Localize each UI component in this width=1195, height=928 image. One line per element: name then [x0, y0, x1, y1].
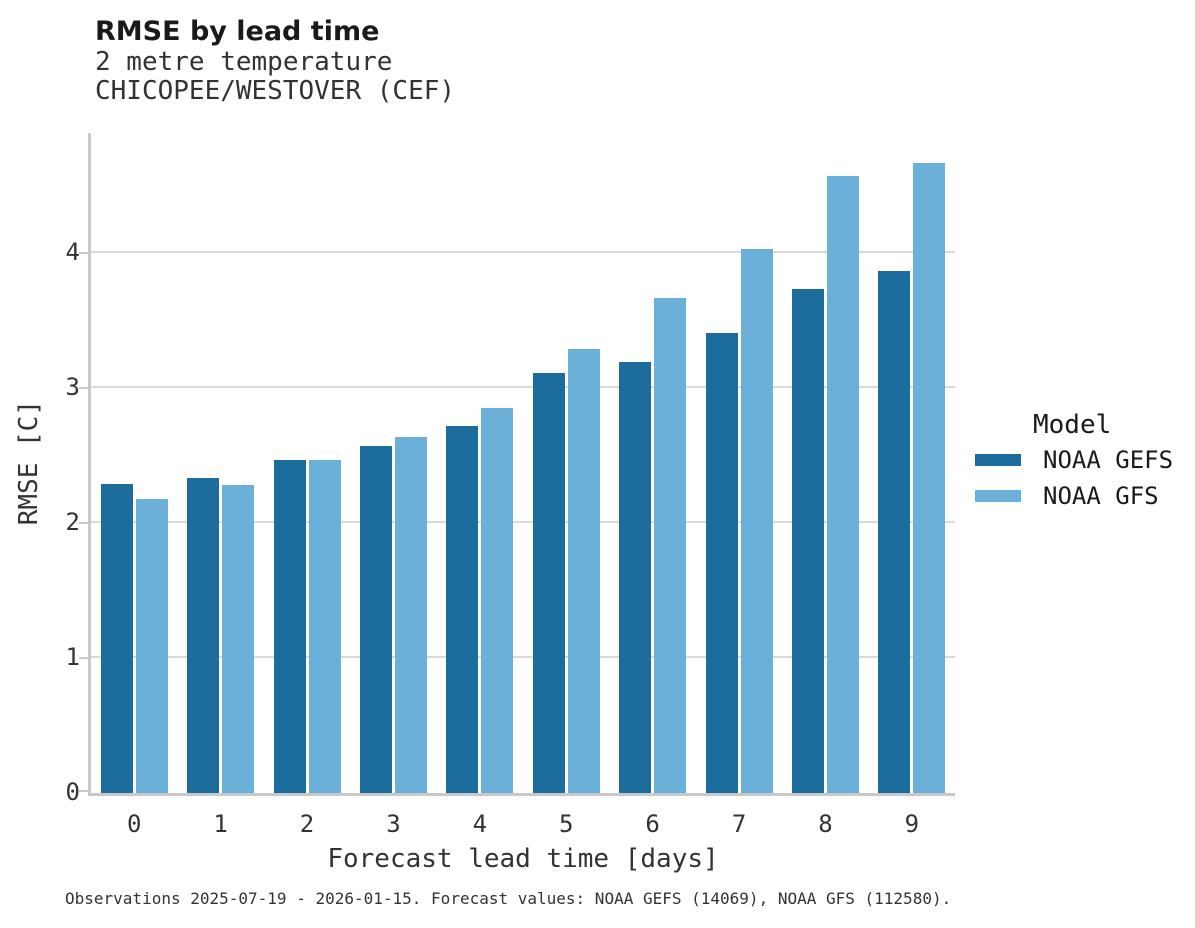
- y-tick-label-0: 0: [65, 778, 80, 806]
- bar-noaa-gefs-day-7: [705, 333, 738, 793]
- x-tick-label-6: 6: [645, 810, 660, 838]
- gridline-y-1: [91, 656, 955, 658]
- legend-title: Model: [1033, 410, 1112, 440]
- bar-group-day-8: [782, 133, 868, 793]
- chart-subtitle-station: CHICOPEE/WESTOVER (CEF): [95, 75, 456, 106]
- bar-noaa-gefs-day-9: [878, 271, 911, 793]
- bar-noaa-gefs-day-2: [273, 460, 306, 793]
- bar-group-day-0: [91, 133, 177, 793]
- legend-swatch-noaa-gfs: [975, 490, 1021, 502]
- y-axis-tick-labels: 0 1 2 3 4: [30, 133, 80, 806]
- y-tick-label-2: 2: [65, 508, 80, 536]
- bar-noaa-gfs-day-7: [740, 249, 773, 793]
- y-tickmark-3: [79, 387, 88, 389]
- bar-noaa-gefs-day-6: [619, 362, 652, 793]
- gridline-y-2: [91, 521, 955, 523]
- bars-container: [91, 133, 955, 793]
- x-tick-label-9: 9: [904, 810, 920, 838]
- bar-noaa-gefs-day-1: [187, 478, 220, 793]
- y-tickmark-4: [79, 252, 88, 254]
- gridline-y-4: [91, 251, 955, 253]
- bar-noaa-gfs-day-5: [567, 349, 600, 793]
- x-axis-tick-labels: 0 1 2 3 4 5 6 7 8 9: [91, 810, 955, 838]
- bar-group-day-9: [869, 133, 955, 793]
- y-tickmark-2: [79, 522, 88, 524]
- legend-row-1: NOAA GFS: [975, 482, 1195, 510]
- y-axis-line: [88, 133, 91, 796]
- x-tick-label-7: 7: [731, 810, 747, 838]
- bar-noaa-gfs-day-4: [481, 408, 514, 793]
- bar-noaa-gfs-day-0: [135, 499, 168, 793]
- x-axis-line: [88, 793, 955, 796]
- bar-noaa-gefs-day-5: [532, 373, 565, 793]
- bar-group-day-5: [523, 133, 609, 793]
- x-tick-label-0: 0: [126, 810, 142, 838]
- bar-noaa-gefs-day-8: [791, 289, 824, 793]
- bar-noaa-gefs-day-3: [359, 446, 392, 793]
- legend-swatch-noaa-gefs: [975, 454, 1021, 466]
- x-axis-title: Forecast lead time [days]: [327, 844, 719, 874]
- legend-row-0: NOAA GEFS: [975, 446, 1195, 474]
- plot-area: [79, 133, 955, 796]
- footer-caption: Observations 2025-07-19 - 2026-01-15. Fo…: [65, 889, 952, 908]
- x-tick-label-8: 8: [818, 810, 833, 838]
- y-tick-label-3: 3: [65, 373, 80, 401]
- bar-noaa-gfs-day-8: [826, 176, 859, 793]
- bar-noaa-gefs-day-4: [446, 426, 479, 793]
- legend-entries: NOAA GEFS NOAA GFS: [975, 446, 1195, 510]
- bar-group-day-1: [177, 133, 263, 793]
- x-tick-label-1: 1: [213, 810, 228, 838]
- gridline-y-3: [91, 386, 955, 388]
- bar-group-day-4: [437, 133, 523, 793]
- title-block: RMSE by lead time 2 metre temperature CH…: [95, 16, 455, 105]
- y-tick-label-4: 4: [65, 238, 80, 266]
- x-tick-label-4: 4: [472, 810, 488, 838]
- legend-label-noaa-gefs: NOAA GEFS: [1043, 446, 1174, 474]
- y-tickmark-0: [79, 790, 88, 792]
- bar-group-day-2: [264, 133, 350, 793]
- y-tick-label-1: 1: [65, 643, 80, 671]
- chart-subtitle-variable: 2 metre temperature: [95, 47, 393, 77]
- bar-group-day-7: [696, 133, 782, 793]
- legend-label-noaa-gfs: NOAA GFS: [1043, 482, 1159, 510]
- bar-noaa-gfs-day-2: [308, 460, 341, 793]
- bar-group-day-3: [350, 133, 436, 793]
- chart-title: RMSE by lead time: [95, 16, 380, 47]
- bar-noaa-gfs-day-6: [654, 298, 687, 793]
- y-tickmark-1: [79, 657, 88, 659]
- legend: Model NOAA GEFS NOAA GFS: [975, 410, 1195, 520]
- bar-noaa-gfs-day-3: [394, 437, 427, 793]
- x-tick-label-5: 5: [559, 810, 574, 838]
- x-tick-label-2: 2: [299, 810, 315, 838]
- bar-noaa-gfs-day-1: [222, 485, 255, 793]
- bar-group-day-6: [609, 133, 695, 793]
- x-tick-label-3: 3: [386, 810, 401, 838]
- bar-noaa-gefs-day-0: [100, 484, 133, 793]
- bar-noaa-gfs-day-9: [913, 163, 946, 793]
